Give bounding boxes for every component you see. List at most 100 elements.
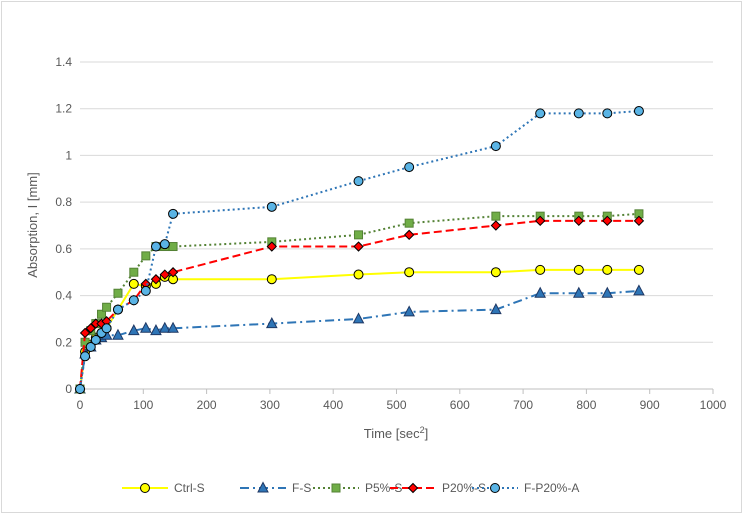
data-point xyxy=(602,108,613,119)
data-point xyxy=(573,108,584,119)
data-point xyxy=(79,327,91,339)
data-point xyxy=(535,264,546,275)
data-point xyxy=(601,286,614,298)
data-point xyxy=(403,229,415,241)
data-point xyxy=(572,286,585,298)
legend-item-P20%-S: P20%-S xyxy=(390,481,486,495)
data-point xyxy=(353,269,364,280)
legend-item-Ctrl-S: Ctrl-S xyxy=(122,481,205,495)
data-point xyxy=(353,176,364,187)
data-point xyxy=(85,323,96,334)
data-point xyxy=(404,218,414,228)
data-point xyxy=(129,267,139,277)
data-point xyxy=(266,201,277,212)
data-point xyxy=(352,312,365,324)
legend-label: P5%-S xyxy=(365,481,402,495)
data-point xyxy=(112,328,124,340)
y-tick-label: 0.4 xyxy=(55,289,72,303)
x-tick-label: 1000 xyxy=(700,398,727,412)
data-point xyxy=(633,284,645,296)
x-tick-label: 500 xyxy=(386,398,406,412)
series-line xyxy=(79,219,639,390)
data-point xyxy=(167,321,179,333)
data-point xyxy=(490,220,502,231)
data-point xyxy=(140,321,152,333)
axes xyxy=(79,388,714,394)
x-tick-label: 700 xyxy=(513,398,533,412)
data-point xyxy=(150,241,161,252)
series-F-S xyxy=(74,284,645,394)
data-point xyxy=(633,264,644,275)
data-point xyxy=(150,324,162,336)
legend: Ctrl-S F-S P5%-S P20%-S F-P20%-A xyxy=(122,481,579,495)
tick-labels: 0 0.2 0.4 0.6 0.8 1 1.2 1.4 0 100 200 300 400 500 600 7… xyxy=(55,55,726,412)
legend-label: Ctrl-S xyxy=(174,481,205,495)
data-point xyxy=(85,341,96,352)
data-point xyxy=(159,269,171,280)
data-point xyxy=(353,241,364,252)
data-point xyxy=(168,242,178,252)
series-line xyxy=(79,289,640,390)
x-tick-label: 100 xyxy=(133,398,153,412)
data-point xyxy=(534,286,547,298)
x-axis-title: Time [sec2] xyxy=(364,425,429,441)
data-point xyxy=(491,211,501,221)
x-tick-label: 900 xyxy=(640,398,660,412)
legend-marker xyxy=(331,483,341,493)
data-point xyxy=(602,264,613,275)
series-F-P20%-A xyxy=(75,106,644,394)
legend-item-F-S: F-S xyxy=(240,481,311,495)
data-point xyxy=(80,351,91,362)
data-point xyxy=(265,317,278,329)
legend-marker xyxy=(257,481,269,493)
data-point xyxy=(266,274,277,285)
y-tick-label: 1.2 xyxy=(55,102,72,116)
y-tick-label: 0.8 xyxy=(55,195,72,209)
x-tick-label: 0 xyxy=(77,398,84,412)
data-point xyxy=(158,321,171,333)
data-point xyxy=(535,108,546,119)
data-point xyxy=(573,264,584,275)
data-point xyxy=(534,215,546,227)
gridlines xyxy=(80,61,713,343)
y-tick-label: 0.2 xyxy=(55,335,72,349)
data-point xyxy=(404,267,415,278)
x-tick-label: 400 xyxy=(323,398,343,412)
data-point xyxy=(150,274,162,285)
legend-label: P20%-S xyxy=(442,481,486,495)
x-tick-label: 300 xyxy=(260,398,280,412)
legend-label: F-S xyxy=(292,481,311,495)
data-point xyxy=(140,285,151,296)
x-tick-label: 800 xyxy=(576,398,596,412)
data-point xyxy=(633,215,645,227)
series-P5%-S xyxy=(75,209,644,394)
data-point xyxy=(633,106,644,117)
legend-item-P5%-S: P5%-S xyxy=(313,481,402,495)
data-point xyxy=(490,303,502,315)
data-point xyxy=(266,241,278,252)
data-point xyxy=(127,324,140,336)
data-point xyxy=(90,334,101,345)
data-point xyxy=(167,267,179,278)
data-point xyxy=(141,251,151,261)
data-point xyxy=(490,267,501,278)
x-tick-label: 600 xyxy=(450,398,470,412)
legend-marker xyxy=(407,482,419,494)
y-tick-label: 1 xyxy=(65,148,72,162)
data-point xyxy=(490,141,501,152)
legend-marker xyxy=(490,483,500,493)
series-group xyxy=(74,106,645,395)
y-tick-label: 0.6 xyxy=(55,242,72,256)
data-point xyxy=(102,302,112,312)
data-point xyxy=(602,215,613,227)
x-tick-label: 200 xyxy=(197,398,217,412)
legend-label: F-P20%-A xyxy=(524,481,579,495)
data-point xyxy=(573,215,585,227)
x-axis-title-superscript: 2 xyxy=(420,425,425,435)
data-point xyxy=(75,384,85,394)
y-axis-title: Absorption, I [mm] xyxy=(25,172,40,277)
data-point xyxy=(101,323,112,334)
legend-marker xyxy=(140,483,150,493)
y-tick-label: 1.4 xyxy=(55,55,72,69)
